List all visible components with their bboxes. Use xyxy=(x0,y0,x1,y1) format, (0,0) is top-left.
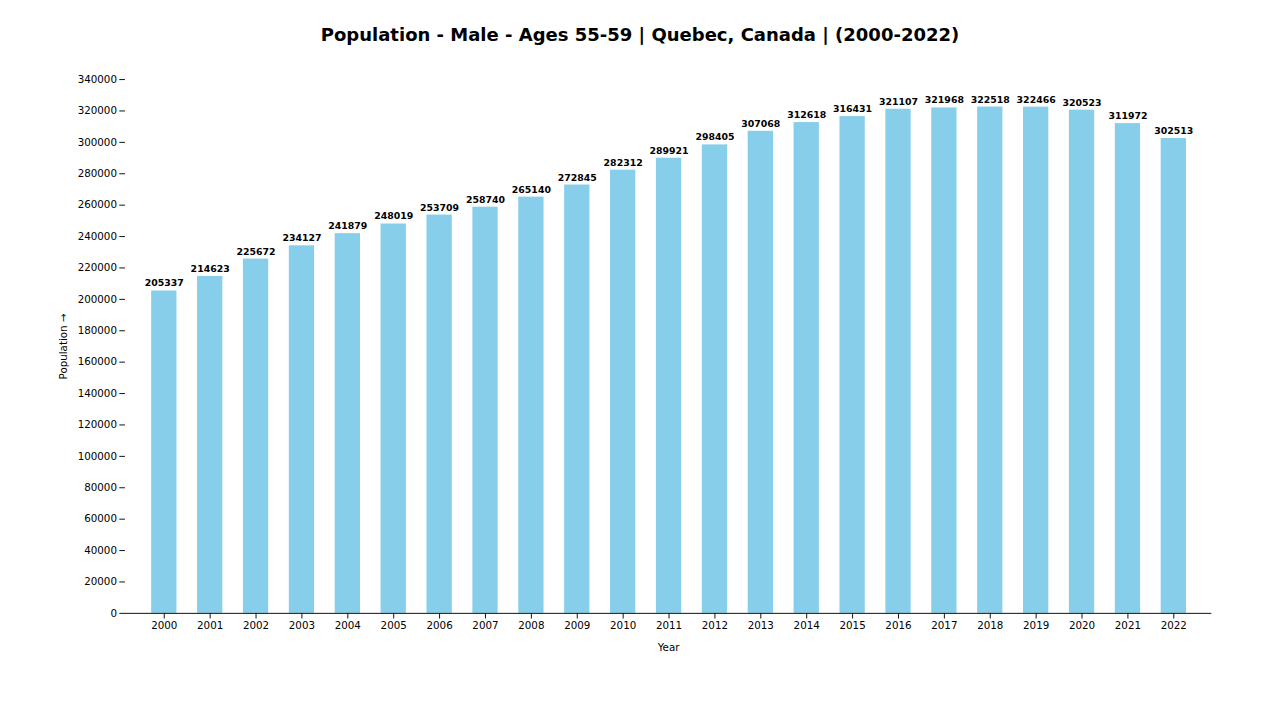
svg-text:311972: 311972 xyxy=(1108,110,1147,121)
svg-text:Population →: Population → xyxy=(57,313,69,379)
svg-text:2009: 2009 xyxy=(564,619,590,631)
svg-text:2005: 2005 xyxy=(381,619,407,631)
svg-text:300000: 300000 xyxy=(78,136,117,148)
svg-text:316431: 316431 xyxy=(833,103,872,114)
svg-text:2020: 2020 xyxy=(1069,619,1095,631)
svg-text:80000: 80000 xyxy=(84,481,117,493)
svg-text:260000: 260000 xyxy=(78,198,117,210)
svg-text:2001: 2001 xyxy=(197,619,223,631)
svg-text:240000: 240000 xyxy=(78,230,117,242)
svg-text:2018: 2018 xyxy=(977,619,1003,631)
svg-text:160000: 160000 xyxy=(78,355,117,367)
svg-text:2015: 2015 xyxy=(839,619,865,631)
svg-text:322466: 322466 xyxy=(1017,94,1057,105)
svg-text:100000: 100000 xyxy=(78,450,117,462)
svg-text:214623: 214623 xyxy=(191,263,230,274)
svg-text:248019: 248019 xyxy=(374,210,413,221)
svg-text:321107: 321107 xyxy=(879,96,918,107)
svg-text:180000: 180000 xyxy=(78,324,117,336)
svg-text:298405: 298405 xyxy=(695,131,734,142)
svg-text:Year: Year xyxy=(657,641,681,653)
svg-text:258740: 258740 xyxy=(466,194,506,205)
svg-text:200000: 200000 xyxy=(78,293,117,305)
svg-text:0: 0 xyxy=(110,607,117,619)
svg-text:320523: 320523 xyxy=(1062,97,1101,108)
svg-text:2008: 2008 xyxy=(518,619,544,631)
svg-text:234127: 234127 xyxy=(282,232,321,243)
svg-text:2000: 2000 xyxy=(151,619,177,631)
svg-text:2017: 2017 xyxy=(931,619,957,631)
svg-text:2022: 2022 xyxy=(1161,619,1187,631)
svg-text:220000: 220000 xyxy=(78,261,117,273)
svg-text:307068: 307068 xyxy=(741,118,780,129)
svg-text:2003: 2003 xyxy=(289,619,315,631)
svg-text:2010: 2010 xyxy=(610,619,636,631)
svg-text:241879: 241879 xyxy=(328,220,367,231)
svg-text:2004: 2004 xyxy=(335,619,361,631)
svg-text:2007: 2007 xyxy=(472,619,498,631)
svg-text:2011: 2011 xyxy=(656,619,682,631)
svg-text:225672: 225672 xyxy=(236,246,275,257)
svg-text:120000: 120000 xyxy=(78,418,117,430)
svg-text:2021: 2021 xyxy=(1115,619,1141,631)
svg-text:2013: 2013 xyxy=(748,619,774,631)
svg-text:205337: 205337 xyxy=(145,277,184,288)
svg-text:289921: 289921 xyxy=(649,145,688,156)
svg-text:312618: 312618 xyxy=(787,109,826,120)
svg-text:280000: 280000 xyxy=(78,167,117,179)
svg-text:140000: 140000 xyxy=(78,387,117,399)
svg-text:321968: 321968 xyxy=(925,94,964,105)
svg-text:272845: 272845 xyxy=(558,172,597,183)
svg-text:40000: 40000 xyxy=(84,544,117,556)
html-text:Population - Male - Ages 55-59: Population - Male - Ages 55-59 | Quebec,… xyxy=(320,24,960,45)
svg-text:2006: 2006 xyxy=(426,619,452,631)
svg-text:60000: 60000 xyxy=(84,512,117,524)
svg-text:282312: 282312 xyxy=(604,157,643,168)
svg-text:2014: 2014 xyxy=(794,619,820,631)
svg-text:253709: 253709 xyxy=(420,202,459,213)
svg-text:2019: 2019 xyxy=(1023,619,1049,631)
svg-text:322518: 322518 xyxy=(971,94,1010,105)
svg-text:340000: 340000 xyxy=(78,73,117,85)
svg-text:265140: 265140 xyxy=(512,184,552,195)
svg-text:320000: 320000 xyxy=(78,104,117,116)
svg-text:302513: 302513 xyxy=(1154,125,1193,136)
svg-text:2012: 2012 xyxy=(702,619,728,631)
svg-text:20000: 20000 xyxy=(84,575,117,587)
svg-text:2002: 2002 xyxy=(243,619,269,631)
svg-text:2016: 2016 xyxy=(885,619,911,631)
